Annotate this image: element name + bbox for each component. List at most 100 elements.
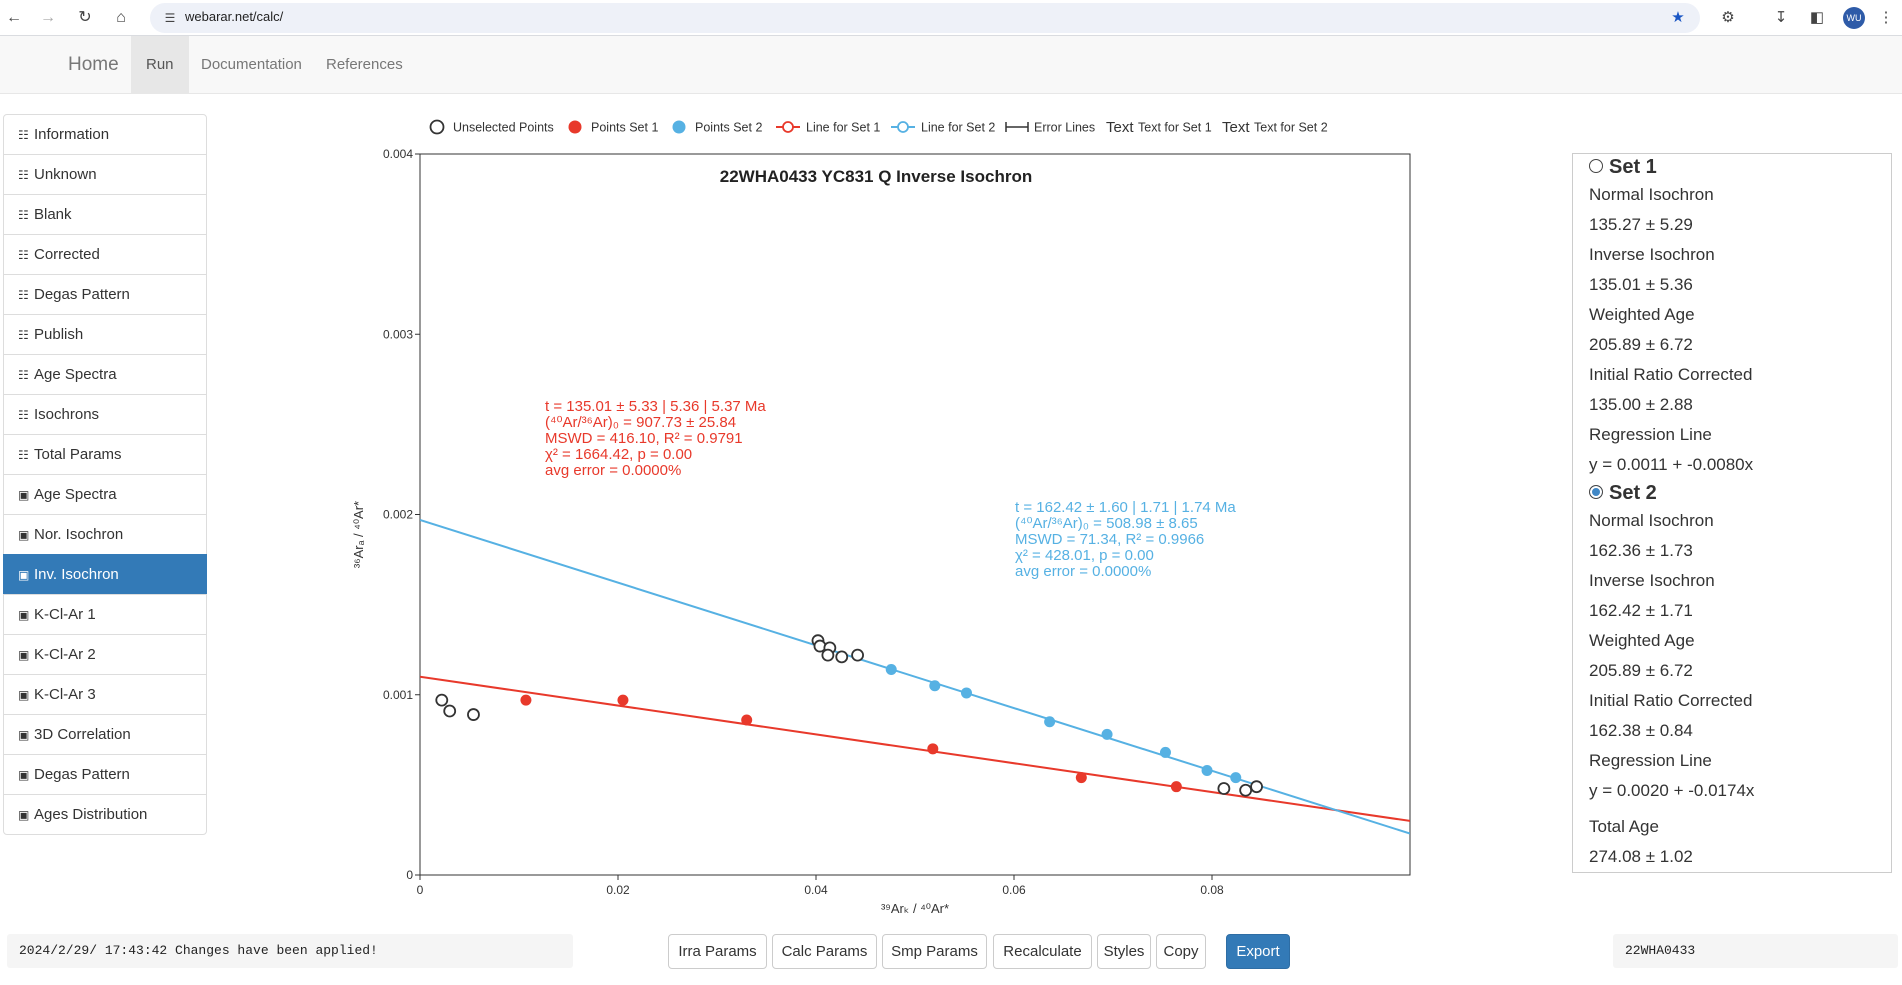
- point-set1: [927, 743, 939, 755]
- address-bar[interactable]: [150, 3, 1700, 33]
- point-set1: [520, 694, 532, 706]
- annotation-set1-line: MSWD = 416.10, R² = 0.9791: [545, 430, 743, 447]
- sidebar-item[interactable]: ▣ 3D Correlation: [3, 714, 207, 755]
- set2-weighted-value: 205.89 ± 6.72: [1589, 661, 1693, 680]
- point-set2: [1044, 716, 1056, 728]
- y-tick-label: 0.003: [383, 327, 413, 341]
- set1-weighted-label: Weighted Age: [1589, 305, 1695, 324]
- total-age-label: Total Age: [1589, 817, 1659, 836]
- table-icon: ☷: [18, 168, 29, 182]
- data-points: [435, 634, 1263, 797]
- sidebar-item-label: Corrected: [34, 246, 100, 263]
- sidebar-item[interactable]: ☷ Total Params: [3, 434, 207, 475]
- set2-header[interactable]: Set 2: [1589, 480, 1891, 506]
- sidebar-item[interactable]: ☷ Degas Pattern: [3, 274, 207, 315]
- sidebar-item[interactable]: ▣ Ages Distribution: [3, 794, 207, 835]
- regression-line-set1: [420, 675, 1410, 822]
- extensions-icon[interactable]: ⚙: [1721, 9, 1735, 26]
- smp-params-button[interactable]: Smp Params: [882, 934, 987, 969]
- set1-regression-label: Regression Line: [1589, 425, 1712, 444]
- point-unselected: [835, 650, 849, 664]
- point-set1: [1075, 772, 1087, 784]
- nav-run[interactable]: Run: [131, 36, 189, 93]
- sidebar-item[interactable]: ☷ Information: [3, 114, 207, 155]
- sidebar-menu: ☷ Information ☷ Unknown ☷ Blank ☷ Corrected ☷ Deg…: [3, 114, 207, 835]
- set1-radio[interactable]: [1589, 159, 1603, 174]
- sidebar-panel-icon[interactable]: ◧: [1809, 9, 1825, 26]
- sidebar-item[interactable]: ▣ Degas Pattern: [3, 754, 207, 795]
- set1-title: Set 1: [1609, 156, 1657, 178]
- point-unselected: [821, 648, 835, 662]
- y-tick-label: 0.004: [383, 147, 413, 161]
- legend-line1-marker: [782, 121, 794, 133]
- calc-params-button[interactable]: Calc Params: [772, 934, 877, 969]
- url-text[interactable]: webarar.net/calc/: [185, 9, 284, 24]
- table-icon: ☷: [18, 208, 29, 222]
- set2-regression-value: y = 0.0020 + -0.0174x: [1589, 781, 1755, 800]
- legend-error-lines-label: Error Lines: [1034, 121, 1095, 135]
- set1-header[interactable]: Set 1: [1589, 154, 1891, 180]
- sidebar-item[interactable]: ☷ Corrected: [3, 234, 207, 275]
- nav-home-brand[interactable]: Home: [68, 54, 119, 75]
- chart-annotations: t = 135.01 ± 5.33 | 5.36 | 5.37 Ma(⁴⁰Ar/…: [545, 398, 1236, 580]
- y-tick-label: 0.002: [383, 508, 413, 522]
- forward-icon[interactable]: →: [40, 9, 56, 26]
- recalculate-button[interactable]: Recalculate: [993, 934, 1092, 969]
- more-menu-icon[interactable]: ⋮: [1878, 9, 1894, 26]
- profile-avatar[interactable]: WU: [1843, 7, 1865, 29]
- sidebar-item[interactable]: ▣ K-Cl-Ar 1: [3, 594, 207, 635]
- back-icon[interactable]: ←: [6, 9, 22, 26]
- annotation-set1-line: (⁴⁰Ar/³⁶Ar)₀ = 907.73 ± 25.84: [545, 414, 736, 431]
- sample-name-field[interactable]: 22WHA0433: [1613, 934, 1898, 968]
- table-icon: ☷: [18, 248, 29, 262]
- chart-legend: Unselected Points Points Set 1 Points Set …: [429, 119, 1328, 136]
- home-icon[interactable]: ⌂: [116, 9, 126, 26]
- image-icon: ▣: [18, 808, 30, 822]
- sidebar-item-label: Degas Pattern: [34, 766, 130, 783]
- image-icon: ▣: [18, 728, 30, 742]
- sidebar-item[interactable]: ▣ Inv. Isochron: [3, 554, 207, 595]
- image-icon: ▣: [18, 768, 30, 782]
- nav-references[interactable]: References: [326, 56, 403, 73]
- point-set2: [1101, 728, 1113, 740]
- table-icon: ☷: [18, 448, 29, 462]
- sidebar-item-label: Unknown: [34, 166, 97, 183]
- download-icon[interactable]: ↧: [1774, 9, 1788, 26]
- point-set2: [1201, 764, 1213, 776]
- point-unselected: [851, 648, 864, 662]
- export-button[interactable]: Export: [1226, 934, 1290, 969]
- regression-lines: [420, 518, 1410, 835]
- y-tick-label: 0.001: [383, 688, 413, 702]
- nav-documentation[interactable]: Documentation: [201, 56, 302, 73]
- image-icon: ▣: [18, 488, 30, 502]
- sidebar-item[interactable]: ☷ Age Spectra: [3, 354, 207, 395]
- sidebar-item-label: K-Cl-Ar 2: [34, 646, 96, 663]
- site-info-icon[interactable]: ☰: [164, 11, 176, 25]
- plot-frame: [419, 153, 1411, 876]
- set2-inverse-value: 162.42 ± 1.71: [1589, 601, 1693, 620]
- image-icon: ▣: [18, 688, 30, 702]
- sidebar-item[interactable]: ☷ Publish: [3, 314, 207, 355]
- sidebar-item[interactable]: ▣ Age Spectra: [3, 474, 207, 515]
- table-icon: ☷: [18, 408, 29, 422]
- irra-params-button[interactable]: Irra Params: [668, 934, 767, 969]
- annotation-set2-line: t = 162.42 ± 1.60 | 1.71 | 1.74 Ma: [1015, 499, 1236, 516]
- sidebar-item[interactable]: ☷ Unknown: [3, 154, 207, 195]
- styles-button[interactable]: Styles: [1097, 934, 1151, 969]
- sidebar-item[interactable]: ☷ Isochrons: [3, 394, 207, 435]
- reload-icon[interactable]: ↻: [78, 9, 92, 26]
- set1-weighted-value: 205.89 ± 6.72: [1589, 335, 1693, 354]
- set2-title: Set 2: [1609, 482, 1657, 504]
- legend-line2-marker: [897, 121, 909, 133]
- sidebar-item-label: Inv. Isochron: [34, 566, 119, 583]
- annotation-set2-line: avg error = 0.0000%: [1015, 563, 1151, 580]
- sidebar-item[interactable]: ▣ Nor. Isochron: [3, 514, 207, 555]
- sidebar-item[interactable]: ☷ Blank: [3, 194, 207, 235]
- sidebar-item-label: Degas Pattern: [34, 286, 130, 303]
- bookmark-star-icon[interactable]: ★: [1671, 9, 1685, 26]
- x-tick-label: 0.08: [1200, 883, 1224, 897]
- sidebar-item[interactable]: ▣ K-Cl-Ar 2: [3, 634, 207, 675]
- copy-button[interactable]: Copy: [1156, 934, 1206, 969]
- set2-radio[interactable]: [1589, 485, 1603, 500]
- sidebar-item[interactable]: ▣ K-Cl-Ar 3: [3, 674, 207, 715]
